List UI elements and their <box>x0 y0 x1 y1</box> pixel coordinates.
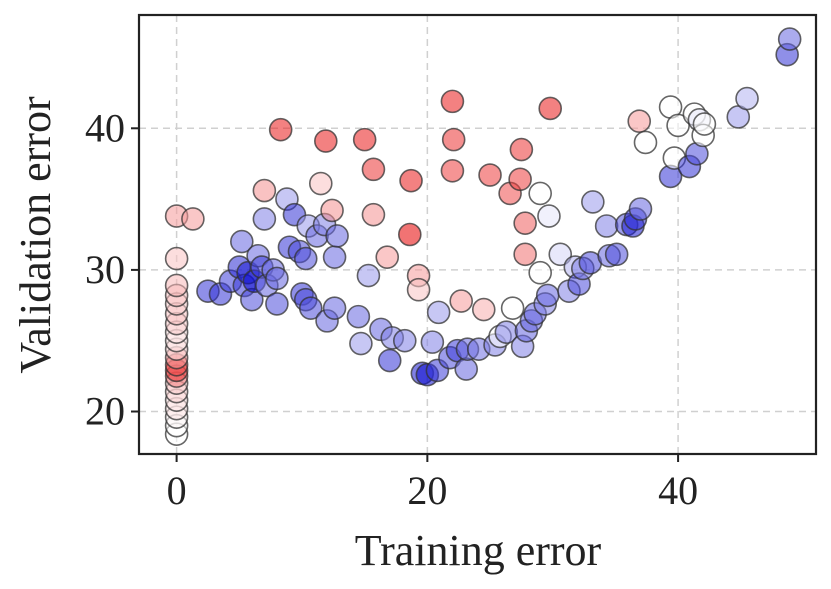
scatter-point <box>265 266 289 291</box>
scatter-point <box>356 263 381 288</box>
scatter-point <box>420 330 445 354</box>
scatter-point <box>513 242 537 267</box>
scatter-point <box>349 331 373 356</box>
scatter-point <box>633 130 658 155</box>
scatter-point <box>308 171 333 196</box>
data-points <box>164 27 802 446</box>
scatter-point <box>528 260 552 285</box>
scatter-point <box>268 117 293 142</box>
x-tick-label: 20 <box>407 468 447 513</box>
scatter-point <box>441 127 466 152</box>
plot-frame <box>137 13 818 456</box>
scatter-point <box>298 296 323 320</box>
scatter-point <box>509 137 534 162</box>
scatter-point <box>440 89 465 114</box>
scatter-point <box>164 246 189 271</box>
scatter-point <box>735 86 759 111</box>
scatter-point <box>322 296 347 320</box>
scatter-point <box>181 207 205 231</box>
scatter-point <box>508 167 532 192</box>
scatter-point <box>548 242 573 267</box>
scatter-point <box>777 27 802 51</box>
scatter-point <box>320 198 344 223</box>
scatter-point <box>377 348 402 373</box>
scatter-point <box>426 300 451 325</box>
scatter-point <box>628 197 653 221</box>
scatter-point <box>314 129 338 153</box>
scatter-point <box>537 204 561 228</box>
scatter-point <box>471 297 496 322</box>
scatter-point <box>164 273 189 298</box>
scatter-point <box>265 292 289 316</box>
scatter-point <box>449 289 474 313</box>
scatter-point <box>399 168 423 193</box>
scatter-point <box>535 283 560 308</box>
scatter-point <box>322 245 347 269</box>
scatter-point <box>230 229 254 254</box>
scatter-point <box>478 163 502 187</box>
scatter-point <box>346 304 371 329</box>
y-tick-label: 30 <box>85 247 125 292</box>
x-tick-label: 40 <box>658 468 698 513</box>
x-tick-label: 0 <box>167 468 187 513</box>
scatter-point <box>352 127 377 152</box>
scatter-point <box>538 96 563 121</box>
scatter-point <box>293 246 318 271</box>
x-axis-label: Training error <box>355 526 602 575</box>
scatter-point <box>500 296 525 320</box>
scatter-point <box>692 112 717 136</box>
scatter-point <box>513 211 537 235</box>
y-axis-label: Validation error <box>11 96 60 374</box>
scatter-point <box>252 207 277 231</box>
scatter-point <box>454 357 479 381</box>
y-tick-label: 40 <box>85 105 125 150</box>
scatter-point <box>594 214 619 238</box>
scatter-point <box>392 328 417 353</box>
scatter-point <box>252 178 277 203</box>
scatter-point <box>604 242 629 267</box>
y-tick-label: 20 <box>85 389 125 434</box>
scatter-point <box>325 224 349 248</box>
scatter-point <box>406 277 431 302</box>
scatter-point <box>581 190 605 214</box>
scatter-point <box>627 109 652 134</box>
scatter-point <box>397 222 422 247</box>
axis-ticks: 0 20 40 20 30 40 <box>85 105 698 513</box>
scatter-point <box>361 157 386 182</box>
scatter-point <box>375 245 400 269</box>
scatter-point <box>361 202 386 227</box>
scatter-point <box>440 158 465 183</box>
scatter-point <box>528 181 552 206</box>
